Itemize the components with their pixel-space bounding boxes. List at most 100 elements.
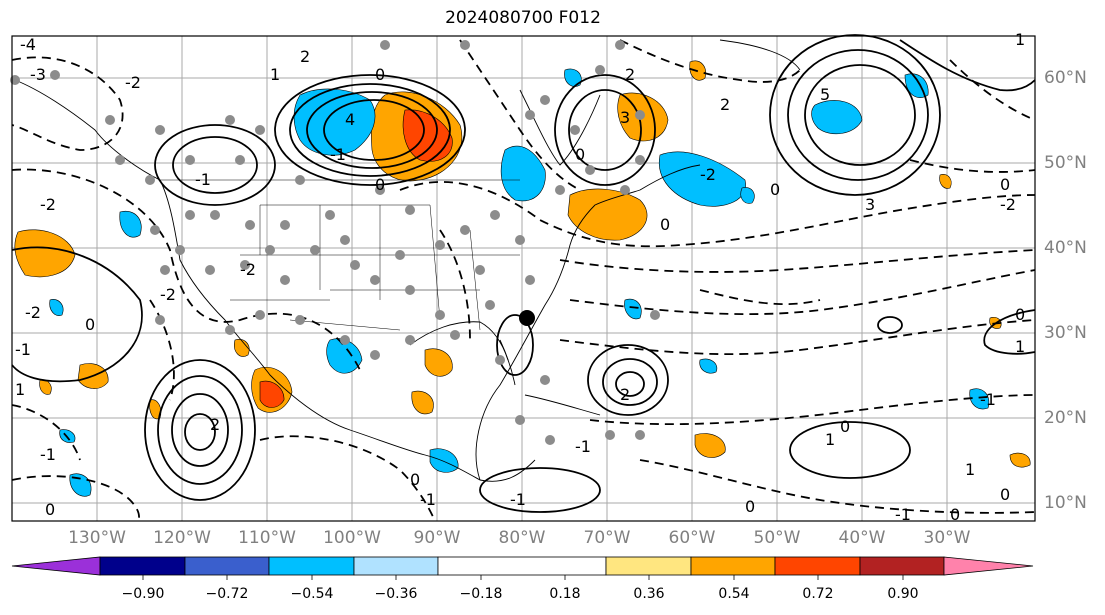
highlight-location-dot (519, 310, 535, 326)
colorbar-tick-label: 0.18 (549, 586, 581, 602)
lon-label-130w: 130°W (68, 528, 126, 548)
coastline-greenland (719, 39, 801, 71)
contour-solid (274, 74, 466, 186)
contour-label: 0 (840, 417, 850, 436)
contour-label: -1 (15, 340, 31, 359)
coastline-gulf (409, 321, 509, 361)
graticule (12, 36, 1035, 521)
contour-label: 3 (620, 108, 630, 127)
contour-label: 3 (865, 195, 875, 214)
contour-label: -2 (25, 303, 41, 322)
lon-label-60w: 60°W (668, 528, 716, 548)
contour-solid (144, 359, 256, 501)
lon-label-120w: 120°W (153, 528, 211, 548)
shade-blue (811, 100, 863, 135)
contour-label: 0 (575, 145, 585, 164)
contour-solid (184, 413, 216, 451)
lat-label-20n: 20°N (1044, 408, 1087, 428)
colorbar-bin (859, 556, 945, 576)
contour-label: 1 (825, 430, 835, 449)
contour-label: 2 (720, 95, 730, 114)
contour-label: -2 (700, 165, 716, 184)
lon-label-100w: 100°W (323, 528, 381, 548)
contour-label: -1 (895, 505, 911, 524)
contour-dashed (11, 475, 140, 522)
shade-blue (624, 298, 642, 320)
lon-label-80w: 80°W (498, 528, 546, 548)
colorbar-bin (268, 556, 355, 576)
contour-solid (615, 371, 645, 397)
contours-solid (11, 34, 1036, 513)
contour-solid (587, 344, 669, 416)
contour-label: -2 (1000, 195, 1016, 214)
colorbar-tick-label: −0.18 (459, 586, 503, 602)
shade-blue (740, 187, 755, 204)
contour-label: 0 (770, 180, 780, 199)
colorbar-bin (605, 556, 692, 576)
contour-label: -1 (510, 490, 526, 509)
colorbar-bin (437, 556, 607, 576)
shade-blue (49, 299, 64, 316)
colorbar-bin (774, 556, 861, 576)
contour-label: -1 (195, 170, 211, 189)
contour-dashed (699, 289, 821, 305)
contour-label: -3 (30, 65, 46, 84)
colorbar-left-arrow (11, 556, 101, 576)
contour-dashed (639, 459, 1036, 514)
contour-dashed (149, 299, 175, 401)
contour-dashed (11, 168, 361, 371)
lat-label-50n: 50°N (1044, 153, 1087, 173)
contour-label: 1 (1015, 337, 1025, 356)
contour-dashed (11, 56, 124, 151)
contour-label: 0 (660, 215, 670, 234)
shade-blue (119, 210, 142, 238)
lon-label-90w: 90°W (413, 528, 461, 548)
contour-label: 0 (745, 497, 755, 516)
shade-orange (149, 399, 162, 420)
coastline-florida (499, 339, 516, 386)
contour-solid (496, 314, 534, 376)
colorbar-tick-label: 0.54 (718, 586, 750, 602)
map-background (12, 36, 1035, 521)
lat-label-10n: 10°N (1044, 493, 1087, 513)
contour-solid (289, 83, 451, 177)
contour-label: 4 (345, 110, 355, 129)
contour-label: -1 (40, 445, 56, 464)
shade-orange (939, 174, 952, 189)
contour-dashed (11, 404, 81, 461)
contour-dashed (399, 181, 1036, 248)
contour-label: -1 (420, 490, 436, 509)
contour-solid (554, 74, 656, 186)
contour-dashed (259, 435, 436, 522)
contour-label: -1 (980, 390, 996, 409)
contour-dashed (569, 269, 1036, 316)
contour-solid (899, 39, 1036, 92)
shade-orange (411, 390, 434, 415)
contour-label: 2 (210, 415, 220, 434)
contour-label: -2 (40, 195, 56, 214)
station-dots (10, 40, 660, 445)
contour-dashed (619, 39, 801, 83)
coastline-cuba (524, 394, 601, 416)
contour-label: -2 (160, 285, 176, 304)
map-title: 2024080700 F012 (445, 8, 601, 28)
contour-solid (306, 91, 438, 169)
contour-solid (769, 34, 941, 196)
colorbar (11, 556, 1034, 580)
contour-label: 0 (45, 500, 55, 519)
contour-label: 1 (15, 380, 25, 399)
contour-solid (172, 136, 258, 194)
contour-label: 2 (300, 47, 310, 66)
shaded-anomalies (14, 60, 1031, 497)
contour-solid (787, 49, 929, 181)
contour-solid (11, 246, 143, 383)
lon-label-40w: 40°W (838, 528, 886, 548)
lon-label-110w: 110°W (238, 528, 296, 548)
contour-label: 0 (375, 175, 385, 194)
colorbar-tick-label: 0.36 (633, 586, 665, 602)
contour-dashed (459, 39, 581, 191)
lat-label-30n: 30°N (1044, 323, 1087, 343)
contour-label: 0 (950, 505, 960, 524)
contour-label: 0 (1000, 175, 1010, 194)
contour-solid (804, 64, 916, 166)
